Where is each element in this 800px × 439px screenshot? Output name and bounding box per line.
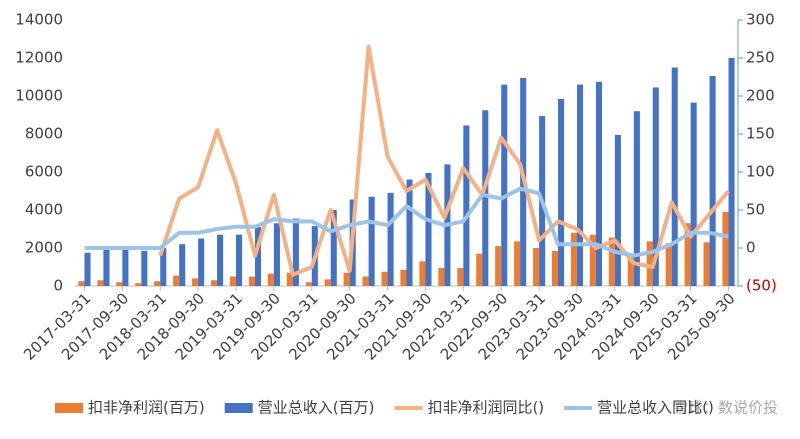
- bar: [633, 111, 640, 286]
- bar: [589, 234, 596, 286]
- bar: [406, 179, 413, 286]
- y-tick-label: 2000: [25, 239, 63, 257]
- bar: [728, 58, 735, 286]
- bar: [305, 282, 312, 286]
- bar: [684, 223, 691, 286]
- bar: [273, 223, 280, 286]
- bar: [665, 243, 672, 286]
- y2-tick-label: (50): [746, 277, 777, 295]
- bar: [116, 282, 123, 286]
- bar: [173, 275, 180, 286]
- bar: [324, 279, 331, 286]
- bar: [627, 253, 634, 286]
- bar: [286, 272, 293, 286]
- bar: [703, 242, 710, 286]
- bar: [671, 67, 678, 286]
- bar: [438, 267, 445, 286]
- bar: [425, 172, 432, 286]
- bar: [122, 249, 129, 286]
- bar: [576, 84, 584, 286]
- y-tick-label: 0: [53, 277, 63, 295]
- y2-tick-label: 300: [746, 11, 775, 29]
- bar: [160, 248, 167, 286]
- y2-tick-label: 250: [746, 49, 775, 67]
- bar: [482, 110, 489, 286]
- bar: [533, 248, 540, 286]
- legend-label: 营业总收入(百万): [258, 399, 375, 417]
- bar: [558, 98, 565, 286]
- bar: [652, 87, 659, 286]
- bar: [292, 218, 299, 286]
- bar: [457, 267, 464, 286]
- bar: [179, 244, 186, 286]
- bar: [501, 84, 508, 286]
- bar: [387, 192, 394, 286]
- legend-swatch: [55, 403, 83, 413]
- bar: [614, 134, 621, 286]
- bar: [722, 211, 729, 286]
- bar: [551, 250, 559, 286]
- bar: [78, 281, 85, 286]
- line-series: [84, 186, 729, 258]
- y2-tick-label: 150: [746, 125, 775, 143]
- bar: [419, 261, 426, 286]
- legend-label: 扣非净利润同比(): [427, 399, 544, 417]
- y2-tick-label: 0: [746, 239, 756, 257]
- bar: [495, 246, 502, 286]
- bar: [135, 283, 142, 286]
- y2-tick-label: 200: [746, 87, 775, 105]
- y-tick-label: 14000: [15, 11, 63, 29]
- y2-tick-label: 50: [746, 201, 765, 219]
- bar: [267, 273, 274, 286]
- bar: [248, 276, 255, 286]
- y-tick-label: 6000: [25, 163, 63, 181]
- bar: [343, 272, 350, 286]
- bar: [595, 81, 602, 286]
- bar: [211, 280, 218, 286]
- bar: [690, 102, 697, 287]
- y-tick-label: 8000: [25, 125, 63, 143]
- bar: [84, 252, 91, 286]
- bar: [254, 227, 262, 286]
- y2-tick-label: 100: [746, 163, 775, 181]
- watermark: 雪球：数说价投: [673, 399, 778, 417]
- line-series: [158, 44, 731, 277]
- bar: [236, 234, 243, 286]
- bar: [217, 234, 224, 286]
- bar: [192, 278, 199, 286]
- bar: [646, 241, 653, 286]
- bar: [198, 238, 205, 286]
- bar: [400, 269, 407, 286]
- bar: [570, 232, 577, 286]
- bar: [154, 281, 161, 286]
- legend-label: 营业总收入同比(): [597, 399, 714, 417]
- legend-swatch: [224, 403, 253, 413]
- bar: [608, 237, 615, 286]
- y-tick-label: 12000: [15, 49, 63, 67]
- bar: [362, 276, 369, 286]
- bar: [463, 125, 470, 286]
- bar: [103, 249, 110, 286]
- bar: [514, 241, 521, 286]
- bar: [330, 210, 337, 286]
- y-tick-label: 4000: [25, 201, 63, 219]
- bar: [476, 253, 483, 286]
- bar: [709, 76, 716, 286]
- bar: [97, 280, 104, 286]
- y-tick-label: 10000: [15, 87, 63, 105]
- bar: [381, 271, 388, 286]
- legend-label: 扣非净利润(百万): [88, 399, 205, 417]
- bar: [141, 250, 148, 286]
- bar: [229, 276, 237, 286]
- bar: [368, 196, 375, 286]
